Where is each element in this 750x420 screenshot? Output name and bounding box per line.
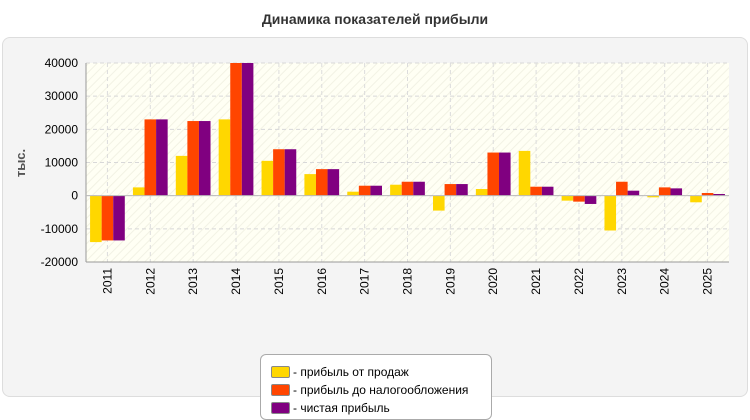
bar: [713, 194, 725, 196]
bar: [444, 184, 457, 196]
bar: [132, 187, 145, 196]
bar: [370, 185, 382, 196]
bar: [198, 121, 211, 196]
bar: [358, 185, 371, 196]
x-tick-label: 2019: [443, 268, 457, 295]
bar: [273, 149, 285, 196]
bar: [113, 195, 125, 241]
bar: [475, 189, 488, 196]
legend-item: - чистая прибыль: [271, 399, 491, 417]
y-tick-label: -20000: [41, 255, 79, 269]
bar: [187, 121, 199, 196]
legend-swatch: [271, 384, 290, 396]
x-tick-label: 2022: [572, 268, 586, 295]
y-axis-label: тыс.: [13, 149, 28, 177]
y-tick-label: 30000: [45, 89, 79, 103]
bar: [456, 184, 468, 196]
x-tick-label: 2025: [701, 268, 715, 295]
legend-label: - прибыль от продаж: [293, 365, 409, 379]
bar: [327, 169, 340, 196]
chart-legend: - прибыль от продаж - прибыль до налогоо…: [260, 354, 492, 420]
bar: [433, 195, 445, 211]
bar: [690, 195, 702, 203]
x-tick-label: 2020: [486, 268, 500, 295]
bar: [156, 119, 168, 196]
bar: [616, 181, 628, 196]
x-tick-label: 2014: [229, 268, 243, 295]
y-tick-label: 0: [71, 189, 78, 203]
legend-item: - прибыль от продаж: [271, 363, 491, 381]
bar: [487, 152, 500, 196]
bar: [604, 195, 617, 231]
bar: [561, 195, 574, 201]
bar: [530, 186, 542, 196]
y-tick-label: 40000: [45, 56, 79, 70]
x-tick-label: 2018: [401, 268, 415, 295]
bar: [90, 195, 102, 243]
bar: [390, 184, 402, 196]
legend-swatch: [271, 402, 290, 414]
bar: [315, 169, 328, 196]
bar: [101, 195, 114, 241]
y-tick-label: 20000: [45, 122, 79, 136]
bar: [701, 193, 714, 196]
bar: [518, 150, 531, 196]
bar: [584, 195, 597, 204]
bar: [670, 188, 683, 196]
bar: [144, 119, 157, 196]
bar: [304, 174, 316, 196]
x-tick-label: 2012: [143, 268, 157, 295]
x-tick-label: 2011: [100, 268, 114, 294]
x-tick-label: 2016: [315, 268, 329, 295]
bar: [230, 63, 242, 196]
bar: [261, 160, 274, 196]
y-tick-label: 10000: [45, 156, 79, 170]
chart-panel: -20000 -10000 0 10000 20000 30000 40000 2011 201…: [2, 37, 748, 420]
bar: [241, 63, 254, 196]
chart-title: Динамика показателей прибыли: [261, 11, 489, 27]
legend-label: - чистая прибыль: [293, 401, 390, 415]
legend-label: - прибыль до налогообложения: [293, 383, 469, 397]
x-tick-label: 2021: [529, 268, 543, 295]
x-tick-label: 2015: [272, 268, 286, 295]
x-tick-label: 2023: [615, 268, 629, 295]
bar: [401, 181, 414, 196]
bar: [658, 187, 671, 196]
bar: [175, 155, 188, 196]
chart-plot: -20000 -10000 0 10000 20000 30000 40000 2011 201…: [13, 56, 729, 295]
legend-item: - прибыль до налогообложения: [271, 381, 491, 399]
x-tick-label: 2017: [358, 268, 372, 295]
legend-swatch: [271, 366, 290, 378]
x-tick-label: 2024: [658, 268, 672, 295]
bar: [413, 181, 425, 196]
y-tick-label: -10000: [41, 222, 79, 236]
bar: [627, 190, 640, 196]
x-tick-label: 2013: [186, 268, 200, 295]
bar: [541, 186, 554, 196]
bar: [499, 152, 511, 196]
bar: [647, 195, 659, 198]
bar: [284, 149, 297, 196]
bar: [573, 195, 585, 202]
bar: [347, 191, 359, 196]
bar: [218, 119, 231, 196]
